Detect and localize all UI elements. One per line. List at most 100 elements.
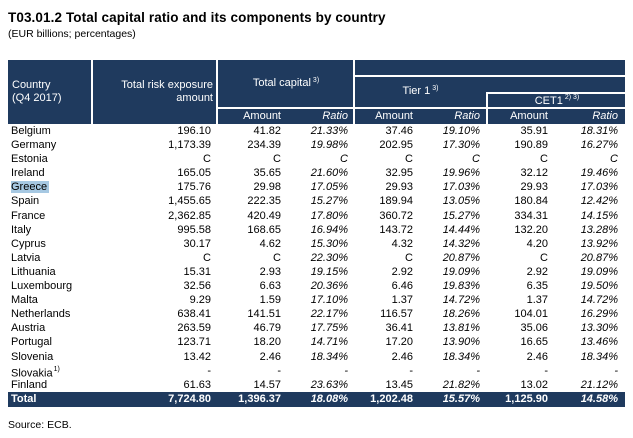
country-cell: Belgium (8, 124, 93, 138)
country-cell: Luxembourg (8, 279, 93, 293)
tc-amount-value: 141.51 (247, 308, 281, 321)
tc-amount-value: - (277, 364, 281, 377)
country-cell: Spain (8, 194, 93, 208)
country-label: Austria (11, 322, 46, 335)
tc-amount-value: 234.39 (247, 139, 281, 152)
cet1-amount-value: 16.65 (520, 336, 548, 349)
header-tc-ratio: Ratio (322, 110, 348, 122)
cet1-amount-value: 180.84 (514, 195, 548, 208)
cet1-amount-value: 35.91 (520, 125, 548, 137)
t1-ratio-value: 14.72% (442, 294, 480, 307)
tier1-footnote: 3) (432, 84, 439, 92)
t1-amount-value: 143.72 (379, 223, 413, 236)
total-cet1-amount: 1,125.90 (505, 392, 548, 405)
cet1-ratio-value: 14.15% (580, 209, 618, 222)
table-row: Finland 61.63 14.57 23.63% 13.45 21.82% 13.02 2… (8, 378, 625, 392)
tc-amount-value: 420.49 (247, 209, 281, 222)
t1-amount-value: 6.46 (391, 280, 413, 293)
country-label: Luxembourg (11, 280, 73, 293)
t1-ratio-value: 21.82% (442, 378, 480, 391)
risk-exposure-value: 13.42 (183, 350, 211, 363)
country-cell: Ireland (8, 166, 93, 180)
table-row: Luxembourg 32.56 6.63 20.36% 6.46 19.83% 6.35 1… (8, 279, 625, 293)
country-label: Finland (11, 378, 48, 391)
tc-amount-value: 14.57 (253, 378, 281, 391)
cet1-ratio-value: 20.87% (580, 251, 618, 264)
risk-exposure-value: 1,173.39 (168, 139, 211, 152)
table-row: Slovenia 13.42 2.46 18.34% 2.46 18.34% 2.46 18.… (8, 350, 625, 364)
t1-amount-value: 17.20 (385, 336, 413, 349)
t1-ratio-value: 13.90% (442, 336, 480, 349)
t1-amount-value: 116.57 (380, 308, 413, 321)
country-label: Belgium (11, 125, 51, 137)
risk-exposure-value: 2,362.85 (168, 209, 211, 222)
total-t1-amount: 1,202.48 (370, 392, 413, 405)
t1-ratio-value: 13.05% (442, 195, 480, 208)
tc-ratio-value: 17.75% (310, 322, 348, 335)
table-row: Ireland 165.05 35.65 21.60% 32.95 19.96% 32.12… (8, 166, 625, 180)
tc-ratio-value: 14.71% (310, 336, 348, 349)
table-row: Germany 1,173.39 234.39 19.98% 202.95 17.30% 1… (8, 138, 625, 152)
country-cell: Estonia (8, 152, 93, 166)
header-divider (216, 107, 625, 109)
t1-amount-value: 29.93 (385, 181, 413, 194)
country-label: Netherlands (11, 308, 71, 321)
country-label: Lithuania (11, 265, 56, 278)
t1-amount-value: 360.72 (379, 209, 413, 222)
t1-ratio-value: 18.26% (442, 308, 480, 321)
header-divider (216, 60, 218, 124)
header-cet1-label: CET1 (534, 94, 563, 107)
table-header: Country (Q4 2017) Total risk exposure am… (8, 60, 625, 124)
risk-exposure-value: 263.59 (177, 322, 211, 335)
page-subtitle: (EUR billions; percentages) (8, 28, 136, 40)
header-divider (353, 75, 625, 77)
country-label: Malta (11, 294, 38, 307)
tc-amount-value: 4.62 (259, 237, 281, 250)
country-cell: Latvia (8, 251, 93, 265)
cet1-amount-value: 190.89 (514, 139, 548, 152)
t1-ratio-value: 18.34% (442, 350, 480, 363)
t1-amount-value: 4.32 (391, 237, 413, 250)
t1-ratio-value: 15.27% (442, 209, 480, 222)
t1-ratio-value: 14.32% (442, 237, 480, 250)
tc-amount-value: C (273, 153, 281, 166)
tc-amount-value: 222.35 (247, 195, 281, 208)
risk-exposure-value: - (207, 364, 211, 377)
risk-exposure-value: 32.56 (183, 280, 211, 293)
total-tc-ratio: 18.08% (310, 392, 348, 405)
t1-ratio-value: 14.44% (442, 223, 480, 236)
cet1-amount-value: 2.92 (526, 265, 548, 278)
risk-exposure-value: 196.10 (177, 125, 211, 137)
table-row: Lithuania 15.31 2.93 19.15% 2.92 19.09% 2.92 19… (8, 265, 625, 279)
tc-ratio-value: 22.17% (310, 308, 348, 321)
t1-amount-value: 32.95 (385, 167, 413, 180)
country-cell: Finland (8, 378, 93, 392)
cet1-amount-value: 1.37 (526, 294, 548, 307)
tc-amount-value: C (273, 251, 281, 264)
table-row: Cyprus 30.17 4.62 15.30% 4.32 14.32% 4.20 13.92… (8, 237, 625, 251)
header-total-capital-group: Total capital 3) (219, 60, 353, 106)
tc-ratio-value: 17.10% (310, 294, 348, 307)
cet1-amount-value: 29.93 (520, 181, 548, 194)
country-label: Portugal (11, 336, 52, 349)
source-note: Source: ECB. (8, 419, 72, 431)
cet1-ratio-value: - (614, 364, 618, 377)
total-row: Total 7,724.80 1,396.37 18.08% 1,202.48 … (8, 391, 625, 407)
risk-exposure-value: 9.29 (189, 294, 211, 307)
t1-ratio-value: 17.30% (442, 139, 480, 152)
country-label: France (11, 209, 46, 222)
t1-ratio-value: 19.83% (442, 280, 480, 293)
table-row: Portugal 123.71 18.20 14.71% 17.20 13.90% 16.6… (8, 335, 625, 349)
country-cell: Austria (8, 321, 93, 335)
country-cell: Germany (8, 138, 93, 152)
cet1-ratio-value: 18.34% (580, 350, 618, 363)
tc-ratio-value: 17.05% (310, 181, 348, 194)
table-row: Latvia C C 22.30% C 20.87% C 20.87% (8, 251, 625, 265)
cet1-ratio-value: 13.92% (580, 237, 618, 250)
tc-amount-value: 168.65 (247, 223, 281, 236)
tc-ratio-value: 18.34% (310, 350, 348, 363)
country-label: Slovakia (11, 367, 53, 378)
country-label: Estonia (11, 153, 48, 166)
tc-amount-value: 18.20 (253, 336, 281, 349)
